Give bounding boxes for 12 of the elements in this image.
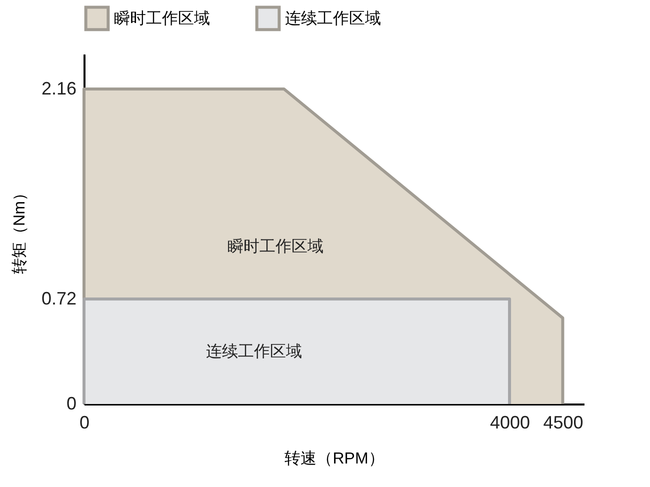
annotation: 连续工作区域 <box>206 342 302 360</box>
y-tick-label: 2.16 <box>41 78 76 98</box>
annotation: 瞬时工作区域 <box>227 238 324 256</box>
x-tick-label: 0 <box>79 412 90 432</box>
legend-label: 瞬时工作区域 <box>114 9 210 28</box>
y-tick-label: 0.72 <box>41 288 76 308</box>
y-axis-title: 转矩（Nm） <box>11 185 28 274</box>
y-tick-label: 0 <box>66 394 76 414</box>
x-axis-title: 转速（RPM） <box>284 450 384 468</box>
x-tick-label: 4500 <box>543 412 584 432</box>
x-tick-label: 4000 <box>490 412 530 432</box>
legend-label: 连续工作区域 <box>285 9 381 28</box>
